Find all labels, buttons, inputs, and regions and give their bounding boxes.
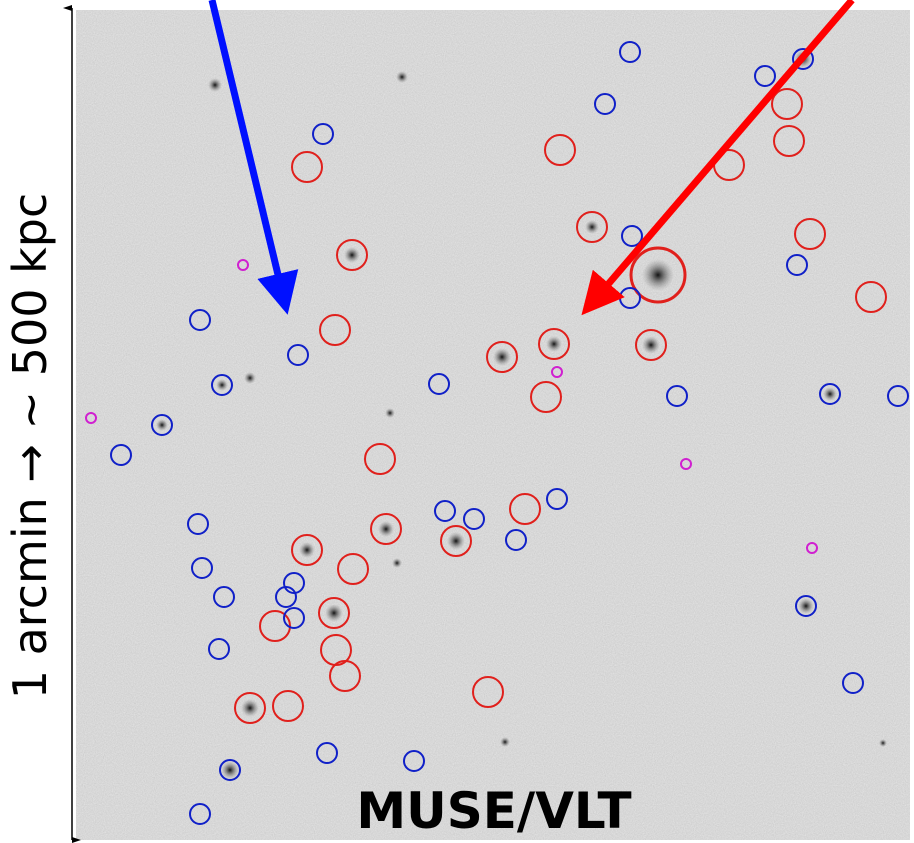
instrument-label: MUSE/VLT (356, 782, 631, 840)
blue-circles (110, 41, 909, 825)
scale-label: 1 arcmin → ~ 500 kpc (3, 193, 57, 700)
red-circles (234, 88, 887, 724)
blue-arrow (208, 0, 299, 315)
sources (156, 50, 887, 779)
red-arrow (581, 0, 855, 316)
sky-image (76, 10, 910, 840)
magenta-circles (85, 259, 818, 554)
